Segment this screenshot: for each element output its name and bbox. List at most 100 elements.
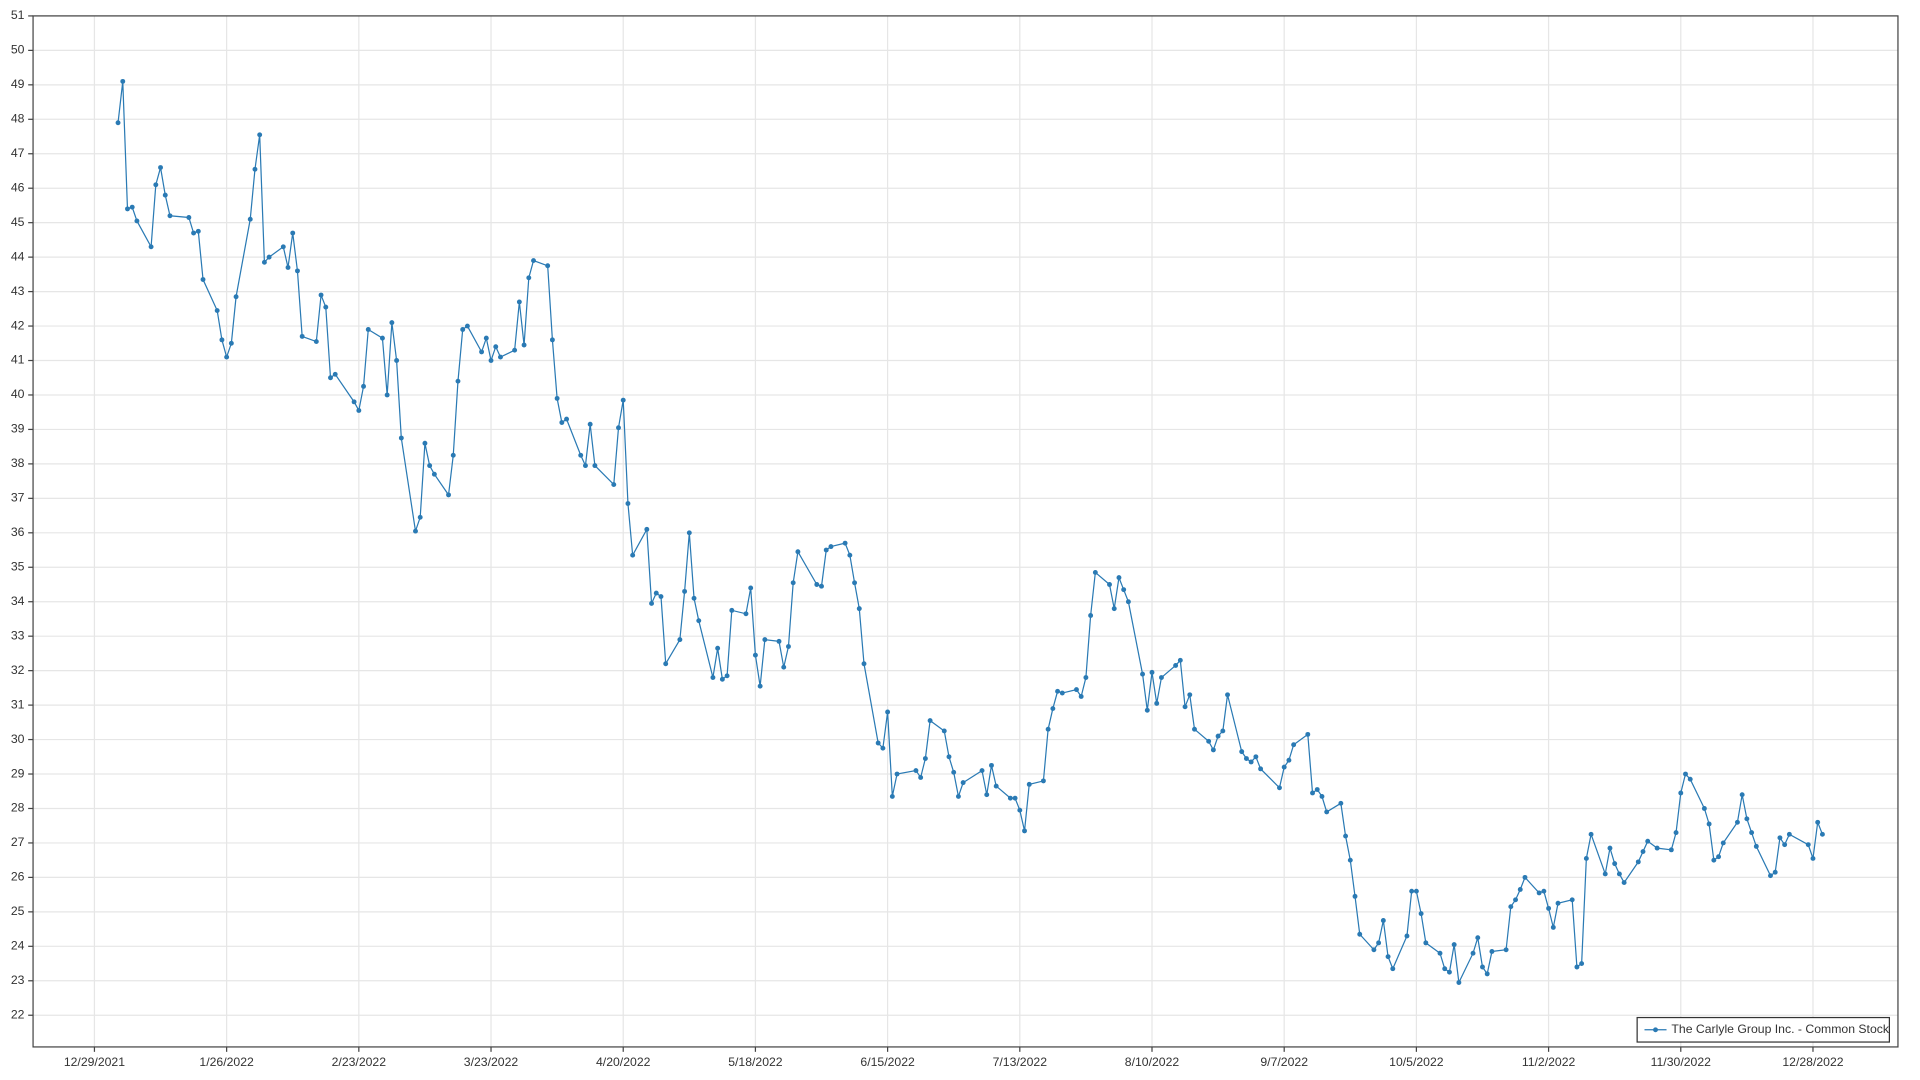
data-point bbox=[1017, 807, 1023, 813]
data-point bbox=[1819, 831, 1825, 837]
data-point bbox=[653, 590, 659, 596]
data-point bbox=[790, 580, 796, 586]
data-point bbox=[1442, 966, 1448, 972]
data-point bbox=[1050, 706, 1056, 711]
data-point bbox=[885, 709, 891, 715]
y-tick-label: 51 bbox=[11, 8, 25, 22]
data-point bbox=[1291, 742, 1297, 748]
data-point bbox=[186, 215, 192, 220]
y-tick-label: 45 bbox=[11, 215, 25, 229]
data-point bbox=[479, 349, 485, 355]
data-point bbox=[1786, 831, 1792, 837]
data-point bbox=[1107, 582, 1112, 587]
data-point bbox=[148, 244, 154, 250]
data-point bbox=[1772, 869, 1778, 875]
data-point bbox=[1522, 874, 1528, 880]
data-point bbox=[1744, 816, 1750, 822]
data-point bbox=[960, 780, 966, 786]
data-point bbox=[318, 292, 324, 298]
data-point bbox=[1281, 764, 1287, 770]
data-point bbox=[162, 192, 168, 198]
data-point bbox=[379, 335, 385, 341]
data-point bbox=[880, 745, 886, 751]
data-point bbox=[280, 244, 286, 250]
data-point bbox=[365, 327, 371, 332]
y-tick-label: 29 bbox=[11, 766, 25, 780]
data-point bbox=[1305, 731, 1311, 737]
data-point bbox=[658, 594, 664, 600]
data-point bbox=[1645, 838, 1651, 844]
data-point bbox=[1324, 809, 1330, 815]
data-point bbox=[1206, 738, 1212, 744]
data-point bbox=[1451, 942, 1457, 948]
data-point bbox=[993, 783, 999, 789]
y-tick-label: 46 bbox=[11, 180, 25, 194]
data-point bbox=[153, 182, 159, 188]
data-point bbox=[1749, 830, 1755, 836]
data-point bbox=[1456, 980, 1462, 985]
data-point bbox=[1380, 918, 1386, 923]
data-point bbox=[356, 408, 362, 413]
data-point bbox=[545, 263, 551, 269]
y-tick-label: 28 bbox=[11, 801, 25, 815]
data-point bbox=[587, 421, 593, 427]
x-tick-label: 5/18/2022 bbox=[728, 1055, 783, 1069]
data-point bbox=[261, 259, 267, 265]
data-point bbox=[488, 358, 494, 363]
data-point bbox=[1121, 587, 1127, 593]
data-point bbox=[724, 673, 730, 679]
data-point bbox=[630, 552, 636, 558]
x-tick-label: 3/23/2022 bbox=[464, 1055, 519, 1069]
data-point bbox=[856, 606, 862, 612]
data-point bbox=[351, 399, 357, 405]
data-point bbox=[559, 420, 565, 425]
data-point bbox=[842, 540, 848, 546]
data-point bbox=[313, 339, 319, 345]
data-point bbox=[257, 132, 263, 138]
data-point bbox=[1517, 887, 1523, 892]
y-tick-label: 43 bbox=[11, 284, 25, 298]
data-point bbox=[1508, 904, 1514, 910]
data-point bbox=[582, 463, 588, 469]
data-point bbox=[1192, 726, 1197, 732]
data-point bbox=[686, 530, 692, 536]
data-point bbox=[715, 645, 721, 651]
data-point bbox=[922, 756, 928, 761]
data-point bbox=[247, 216, 253, 222]
data-point bbox=[625, 501, 631, 506]
data-point bbox=[927, 718, 933, 724]
data-point bbox=[512, 347, 518, 353]
y-tick-label: 24 bbox=[11, 939, 25, 953]
x-tick-label: 6/15/2022 bbox=[860, 1055, 915, 1069]
data-point bbox=[696, 618, 702, 624]
y-tick-label: 47 bbox=[11, 146, 25, 160]
data-point bbox=[1144, 707, 1150, 713]
data-point bbox=[1470, 950, 1476, 956]
data-point bbox=[290, 230, 296, 236]
data-point bbox=[1446, 969, 1452, 975]
data-point bbox=[1739, 792, 1745, 798]
data-point bbox=[266, 254, 272, 260]
data-point bbox=[460, 327, 466, 332]
data-point bbox=[1574, 964, 1580, 970]
data-point bbox=[941, 728, 947, 734]
data-point bbox=[649, 600, 654, 606]
y-tick-label: 37 bbox=[11, 491, 25, 505]
y-tick-label: 48 bbox=[11, 112, 25, 126]
data-point bbox=[1550, 924, 1556, 930]
data-point bbox=[1716, 854, 1722, 860]
data-point bbox=[611, 482, 617, 488]
data-point bbox=[219, 337, 225, 343]
data-point bbox=[1546, 905, 1552, 911]
data-point bbox=[1777, 835, 1783, 841]
data-point bbox=[1673, 830, 1679, 836]
data-point bbox=[1720, 840, 1726, 846]
data-point bbox=[285, 265, 291, 270]
data-point bbox=[691, 595, 697, 601]
data-point bbox=[1007, 795, 1013, 801]
legend-box bbox=[1636, 1016, 1890, 1043]
data-point bbox=[1489, 949, 1495, 954]
data-point bbox=[1111, 606, 1117, 612]
data-point bbox=[1352, 893, 1358, 899]
